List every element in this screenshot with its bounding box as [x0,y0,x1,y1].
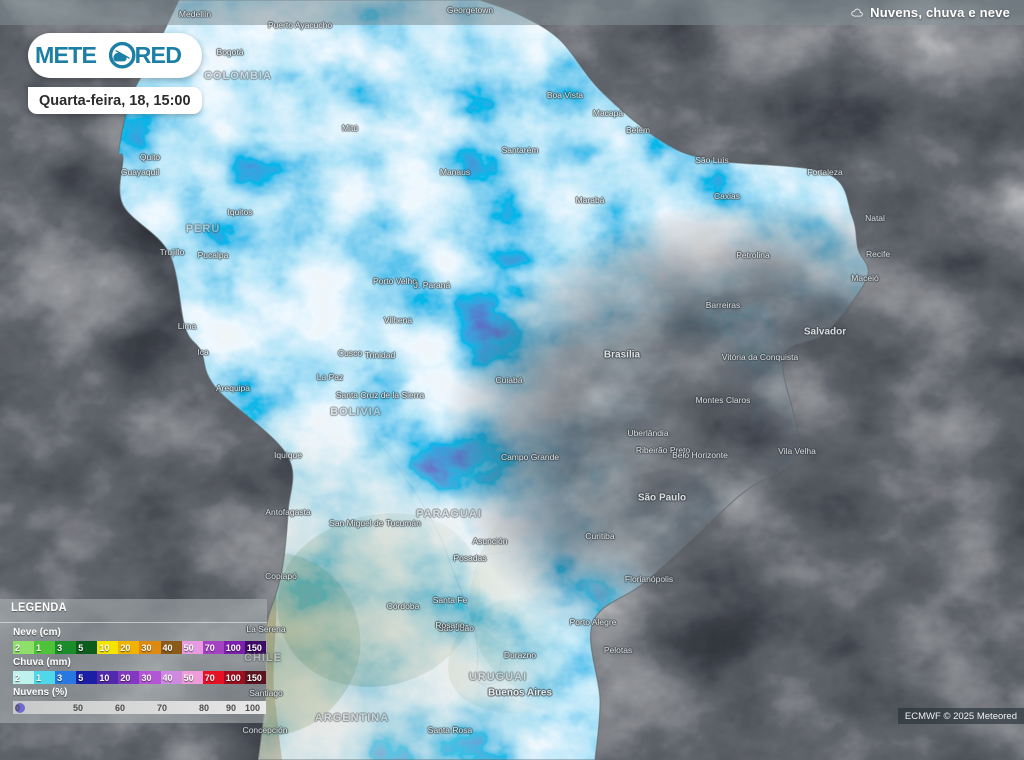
svg-text:METE: METE [35,42,97,68]
svg-text:RED: RED [135,42,182,68]
